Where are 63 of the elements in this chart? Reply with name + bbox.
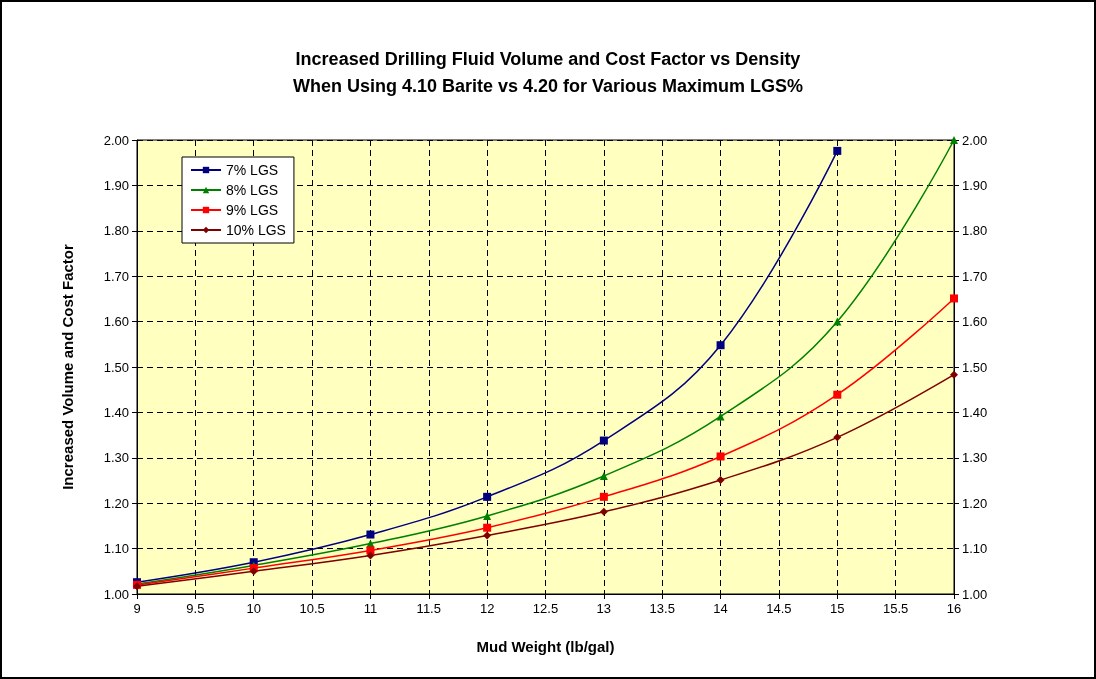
y2-tick-label: 1.10 [962,541,988,557]
y2-tick-label: 1.40 [962,404,988,420]
y-axis-title: Increased Volume and Cost Factor [59,244,76,490]
chart-title: Increased Drilling Fluid Volume and Cost Factor vs Density When Using 4.10 Barite vs 4.20 for Various Maximum LGS% [292,48,804,96]
legend-label: 9% LGS [226,202,279,218]
y-tick-label: 1.20 [103,495,129,511]
x-tick-label: 10 [246,601,261,616]
x-tick-label: 13 [596,601,612,616]
y2-tick-label: 1.00 [962,586,988,602]
point [366,530,375,539]
y2-tick-label: 1.30 [962,450,988,466]
x-tick-label: 9.5 [186,601,205,616]
y-tick-label: 2.00 [103,132,129,148]
point [366,551,375,560]
point [599,471,608,480]
x-tick-label: 9 [133,601,141,616]
y-tick-label: 1.80 [103,223,129,239]
legend-label: 10% LGS [226,222,286,238]
point [716,476,725,485]
point [599,507,608,516]
y-tick-label: 1.90 [103,177,129,193]
point [833,390,842,399]
point [483,511,492,520]
y2-tick-label: 1.80 [962,223,988,239]
y2-tick-label: 1.90 [962,177,988,193]
y2-tick-label: 2.00 [962,132,988,148]
point [833,146,842,155]
y-tick-label: 1.00 [103,586,129,602]
x-tick-label: 16 [946,601,962,616]
point [950,294,958,303]
y2-tick-label: 1.70 [962,268,988,284]
y2-tick-label: 1.50 [962,359,988,375]
point [833,433,842,442]
x-tick-label: 13.5 [649,601,675,616]
x-tick-label: 12.5 [532,601,559,616]
x-tick-label: 15 [830,601,845,616]
x-tick-label: 10.5 [299,601,325,616]
x-axis-title: Mud Weight (lb/gal) [476,638,615,655]
y-tick-label: 1.50 [103,359,129,375]
point [833,317,842,326]
legend-label: 7% LGS [226,162,279,178]
point [483,523,492,532]
y-tick-label: 1.10 [103,541,129,557]
point [716,341,725,350]
y-tick-label: 1.70 [103,268,129,284]
x-tick-label: 15.5 [882,601,909,616]
y2-tick-label: 1.60 [962,314,988,330]
point [599,436,608,445]
y-tick-label: 1.60 [103,314,129,330]
point [483,492,492,501]
point [483,531,492,540]
x-tick-label: 14 [713,601,728,616]
x-tick-label: 11 [363,601,378,616]
x-tick-label: 14.5 [766,601,792,616]
point [950,370,958,379]
legend-label: 8% LGS [226,182,279,198]
x-tick-label: 11.5 [416,601,441,616]
y-tick-label: 1.30 [103,450,129,466]
point [716,452,725,461]
y2-tick-label: 1.20 [962,495,988,511]
y-tick-label: 1.40 [103,404,129,420]
point [599,492,608,501]
x-tick-label: 12 [479,601,495,616]
